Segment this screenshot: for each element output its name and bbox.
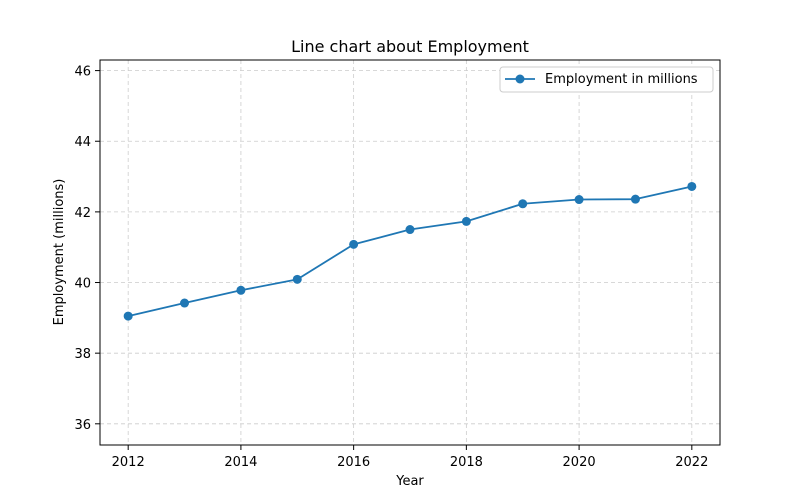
x-tick-label: 2014	[224, 455, 257, 470]
plot-area-frame	[99, 59, 721, 446]
legend-box	[499, 66, 714, 93]
y-axis: 36 38 40 42 44 46	[74, 65, 100, 433]
y-tick-label: 46	[74, 65, 91, 80]
data-point	[574, 195, 584, 205]
legend-label: Employment in millions	[545, 72, 698, 87]
x-tick-label: 2016	[337, 455, 370, 470]
data-point	[349, 239, 359, 249]
y-tick-label: 36	[74, 418, 91, 433]
data-point	[180, 298, 190, 308]
y-axis-label: Employment (millions)	[52, 179, 67, 326]
chart-title: Line chart about Employment	[291, 37, 529, 56]
x-axis: 2012 2014 2016 2018 2020 2022	[112, 445, 708, 470]
data-point	[405, 225, 415, 235]
x-tick-label: 2012	[112, 455, 145, 470]
legend: Employment in millions	[499, 66, 714, 93]
y-tick-label: 40	[74, 277, 91, 292]
data-point	[518, 199, 528, 209]
x-tick-label: 2022	[675, 455, 708, 470]
data-point	[630, 194, 640, 204]
data-point	[236, 285, 246, 295]
y-tick-label: 42	[74, 206, 91, 221]
series-layer	[123, 181, 697, 321]
y-tick-label: 38	[74, 347, 91, 362]
y-tick-label: 44	[74, 135, 91, 150]
data-point	[687, 181, 697, 191]
data-point	[292, 274, 302, 284]
data-point	[123, 311, 133, 321]
legend-marker-swatch	[515, 74, 525, 84]
x-tick-label: 2018	[450, 455, 483, 470]
grid	[100, 60, 720, 445]
data-point	[461, 216, 471, 226]
x-tick-label: 2020	[563, 455, 596, 470]
x-axis-label: Year	[395, 474, 424, 489]
